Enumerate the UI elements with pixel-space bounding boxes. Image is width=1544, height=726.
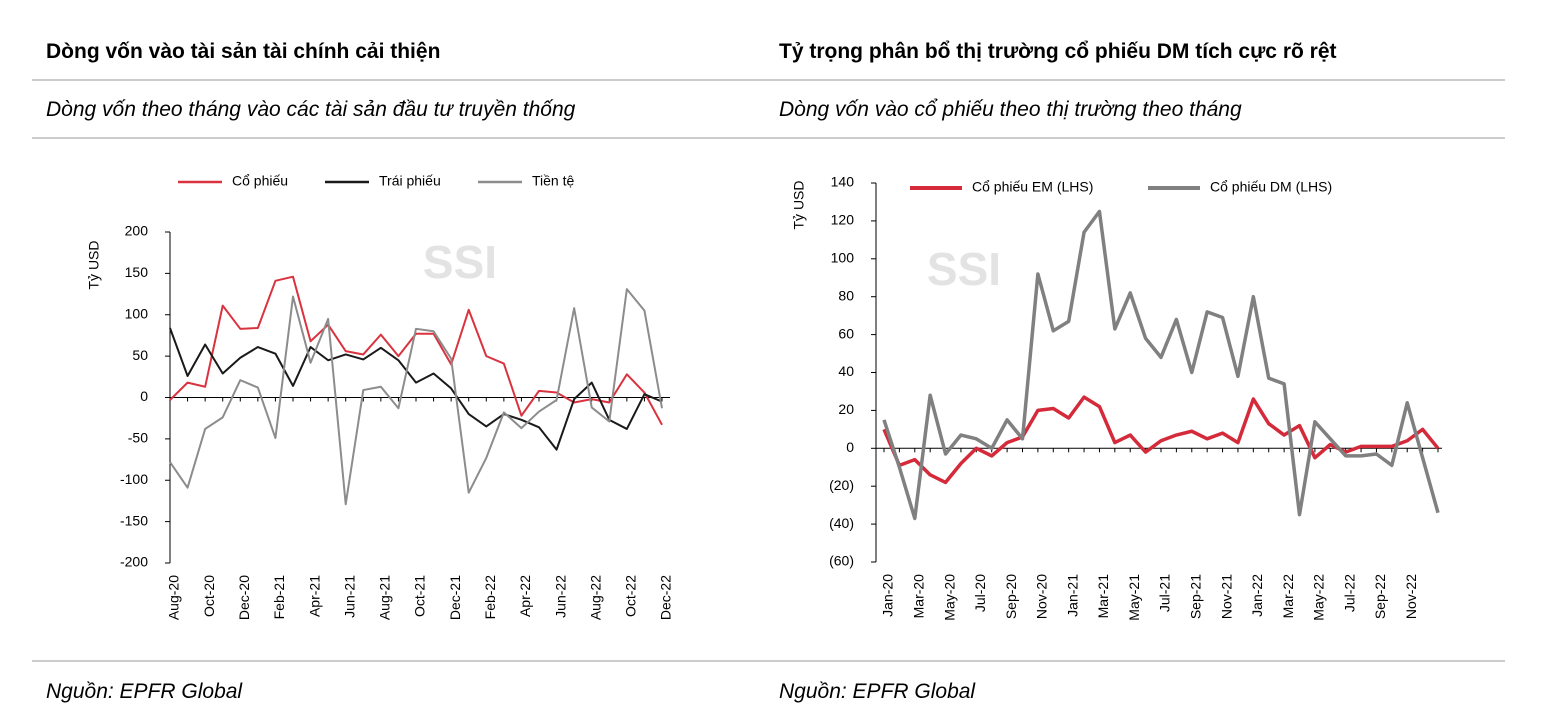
- series-line: [169, 275, 663, 426]
- y-tick-label: 20: [838, 401, 854, 417]
- x-tick-label: Apr-21: [306, 575, 322, 617]
- watermark: SSI: [927, 243, 1001, 295]
- y-axis-label: Tỷ USD: [791, 181, 807, 230]
- legend-label: Cổ phiếu: [232, 173, 288, 189]
- series-line: [882, 395, 1440, 485]
- x-tick-label: Aug-22: [587, 575, 603, 620]
- x-tick-label: Jun-22: [552, 575, 568, 618]
- y-tick-label: (20): [829, 477, 854, 493]
- x-tick-label: Nov-22: [1403, 574, 1419, 619]
- y-tick-label: 50: [132, 347, 148, 363]
- x-tick-label: Aug-21: [377, 575, 393, 620]
- x-tick-label: Nov-21: [1218, 574, 1234, 619]
- y-tick-label: 0: [140, 388, 148, 404]
- panel-title: Dòng vốn vào tài sản tài chính cải thiện: [46, 40, 440, 63]
- x-tick-label: Mar-21: [1095, 574, 1111, 619]
- x-tick-label: Mar-20: [910, 574, 926, 619]
- x-tick-label: Jul-21: [1157, 574, 1173, 612]
- y-tick-label: 150: [125, 264, 149, 280]
- y-tick-label: 80: [838, 287, 854, 303]
- y-tick-label: 200: [125, 223, 149, 239]
- watermark: SSI: [423, 236, 497, 288]
- x-tick-label: Jan-21: [1064, 574, 1080, 617]
- x-tick-label: Sep-21: [1187, 574, 1203, 619]
- x-tick-label: Oct-20: [201, 575, 217, 617]
- source-note: Nguồn: EPFR Global: [46, 680, 243, 703]
- x-tick-label: May-21: [1126, 574, 1142, 621]
- y-axis-label: Tỷ USD: [86, 241, 102, 290]
- x-tick-label: Nov-20: [1034, 574, 1050, 619]
- x-tick-label: Jan-20: [880, 574, 896, 617]
- x-tick-label: Jun-21: [341, 575, 357, 618]
- x-tick-label: Jul-20: [972, 574, 988, 612]
- y-tick-label: -100: [120, 471, 148, 487]
- series-line: [882, 209, 1440, 521]
- x-tick-label: Apr-22: [517, 575, 533, 617]
- legend-label: Trái phiếu: [379, 173, 441, 189]
- y-tick-label: -150: [120, 512, 148, 528]
- series-line: [169, 288, 663, 506]
- x-tick-label: Feb-21: [271, 575, 287, 620]
- x-tick-label: May-20: [941, 574, 957, 621]
- panel-title: Tỷ trọng phân bổ thị trường cổ phiếu DM …: [779, 40, 1337, 63]
- x-tick-label: Aug-20: [166, 575, 182, 620]
- y-tick-label: 100: [125, 305, 149, 321]
- x-tick-label: Jan-22: [1249, 574, 1265, 617]
- x-tick-label: Feb-22: [482, 575, 498, 620]
- source-note: Nguồn: EPFR Global: [779, 680, 976, 703]
- series-line: [169, 327, 663, 451]
- x-tick-label: May-22: [1311, 574, 1327, 621]
- y-tick-label: 140: [831, 174, 855, 190]
- x-tick-label: Jul-22: [1341, 574, 1357, 612]
- y-tick-label: (40): [829, 515, 854, 531]
- y-tick-label: -50: [128, 430, 148, 446]
- x-tick-label: Oct-22: [623, 575, 639, 617]
- y-tick-label: 60: [838, 325, 854, 341]
- legend-label: Cổ phiếu DM (LHS): [1210, 179, 1332, 195]
- x-tick-label: Sep-22: [1372, 574, 1388, 619]
- x-tick-label: Sep-20: [1003, 574, 1019, 619]
- y-tick-label: -200: [120, 554, 148, 570]
- x-tick-label: Oct-21: [412, 575, 428, 617]
- panel-subtitle: Dòng vốn theo tháng vào các tài sản đầu …: [46, 98, 576, 121]
- y-tick-label: 40: [838, 363, 854, 379]
- y-tick-label: 120: [831, 212, 855, 228]
- legend-label: Cổ phiếu EM (LHS): [972, 179, 1093, 195]
- x-tick-label: Dec-21: [447, 575, 463, 620]
- panel-subtitle: Dòng vốn vào cổ phiếu theo thị trường th…: [779, 98, 1242, 121]
- x-tick-label: Dec-22: [658, 575, 674, 620]
- y-tick-label: 0: [846, 439, 854, 455]
- x-tick-label: Dec-20: [236, 575, 252, 620]
- legend-label: Tiền tệ: [532, 173, 574, 189]
- x-tick-label: Mar-22: [1280, 574, 1296, 619]
- y-tick-label: (60): [829, 553, 854, 569]
- y-tick-label: 100: [831, 250, 855, 266]
